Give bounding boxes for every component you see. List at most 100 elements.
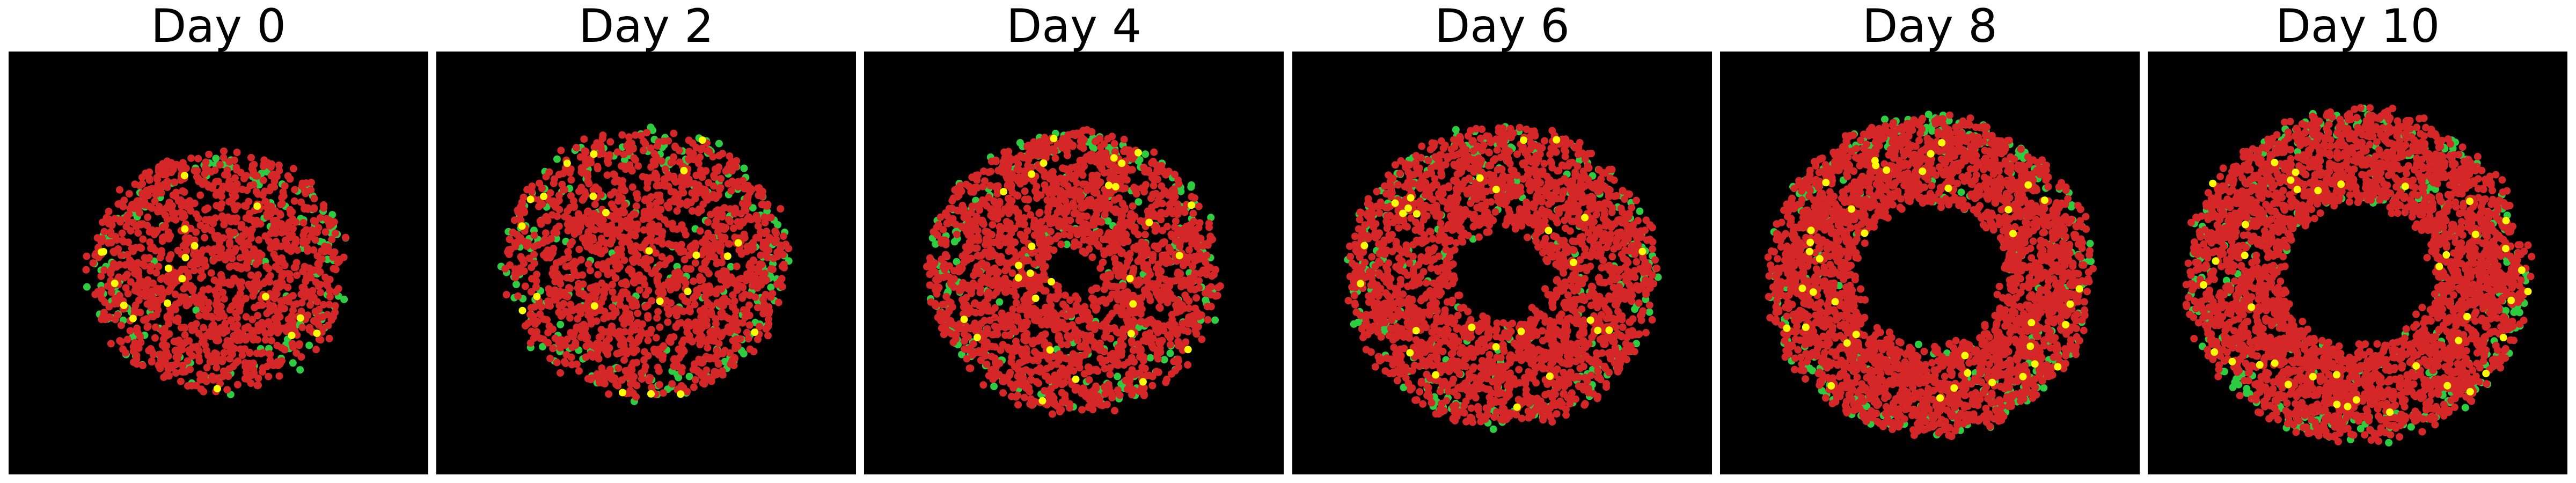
scatter-point [205, 150, 213, 158]
scatter-point [940, 331, 948, 339]
scatter-point [608, 200, 616, 208]
scatter-point [276, 211, 284, 219]
scatter-point [1008, 188, 1016, 196]
scatter-point [584, 228, 592, 236]
scatter-point [229, 362, 237, 370]
scatter-point [599, 150, 607, 158]
scatter-point [680, 226, 688, 234]
scatter-point [546, 354, 554, 362]
scatter-point [1204, 316, 1212, 324]
scatter-point [553, 199, 561, 206]
scatter-point [605, 390, 613, 398]
scatter-point [1155, 303, 1163, 311]
scatter-point [1146, 296, 1154, 304]
scatter-point [193, 299, 201, 307]
scatter-point [158, 341, 166, 349]
scatter-point [628, 270, 636, 279]
scatter-point [1184, 222, 1192, 230]
scatter-point [1148, 382, 1157, 390]
scatter-point [926, 270, 934, 278]
scatter-point [122, 349, 129, 357]
scatter-point [186, 197, 194, 205]
scatter-point [129, 343, 137, 351]
scatter-point [669, 225, 677, 233]
scatter-point [1043, 353, 1051, 361]
scatter-point [145, 186, 153, 194]
scatter-point [685, 155, 693, 163]
scatter-point [570, 267, 578, 275]
scatter-point [230, 156, 238, 164]
scatter-point [1097, 322, 1106, 330]
scatter-point [145, 176, 153, 184]
scatter-point [1166, 334, 1174, 342]
scatter-point [299, 231, 308, 239]
scatter-point [1101, 196, 1109, 204]
scatter-point [1016, 173, 1024, 181]
scatter-point [1151, 227, 1159, 235]
scatter-point [254, 374, 262, 382]
scatter-point [1061, 189, 1069, 197]
scatter-point [522, 322, 529, 330]
scatter-point [277, 297, 285, 305]
scatter-point [297, 198, 305, 206]
scatter-point [556, 258, 564, 266]
scatter-point [93, 234, 101, 242]
scatter-point [704, 147, 712, 155]
scatter-point [142, 170, 150, 177]
scatter-point [694, 159, 702, 167]
scatter-point [1106, 370, 1114, 378]
scatter-point [1001, 331, 1009, 339]
scatter-point [544, 328, 552, 336]
scatter-point [236, 304, 244, 312]
scatter-point [174, 317, 182, 325]
scatter-point [1016, 139, 1024, 147]
scatter-point [718, 367, 726, 375]
scatter-point [252, 327, 260, 334]
scatter-point [1008, 348, 1016, 356]
scatter-point [551, 334, 559, 342]
scatter-point [722, 224, 730, 232]
scatter-point [255, 302, 263, 309]
scatter-point [332, 229, 339, 237]
scatter-point [657, 237, 665, 245]
scatter-point [985, 269, 993, 277]
scatter-point [107, 231, 115, 238]
scatter-point [231, 247, 239, 255]
scatter-point [971, 244, 979, 252]
scatter-point [733, 157, 741, 165]
scatter-point [323, 215, 330, 223]
scatter-point [291, 186, 299, 194]
scatter-point [579, 217, 587, 225]
scatter-point [194, 174, 202, 182]
scatter-point [1132, 190, 1140, 198]
scatter-point [637, 321, 645, 329]
scatter-point [207, 168, 215, 176]
scatter-point [978, 259, 986, 267]
scatter-point [565, 284, 573, 292]
scatter-point [1079, 127, 1087, 135]
scatter-point [644, 352, 652, 360]
scatter-point [1158, 182, 1166, 190]
scatter-point [742, 276, 750, 284]
scatter-point [1146, 354, 1154, 362]
scatter-point [725, 240, 733, 248]
scatter-point [261, 197, 269, 206]
scatter-point [242, 313, 250, 321]
panel-background [9, 52, 428, 474]
scatter-point [292, 238, 300, 246]
scatter-point [999, 389, 1007, 397]
scatter-point [1022, 366, 1030, 374]
scatter-point [982, 228, 990, 236]
scatter-point [230, 274, 238, 282]
scatter-point [627, 380, 635, 388]
scatter-point [131, 200, 140, 208]
scatter-point [726, 160, 734, 169]
scatter-point [117, 251, 125, 259]
scatter-point [1170, 185, 1178, 193]
scatter-point [565, 308, 572, 316]
scatter-point [1066, 404, 1073, 412]
scatter-point [1035, 209, 1043, 217]
scatter-point [296, 314, 304, 322]
scatter-point [553, 358, 561, 367]
